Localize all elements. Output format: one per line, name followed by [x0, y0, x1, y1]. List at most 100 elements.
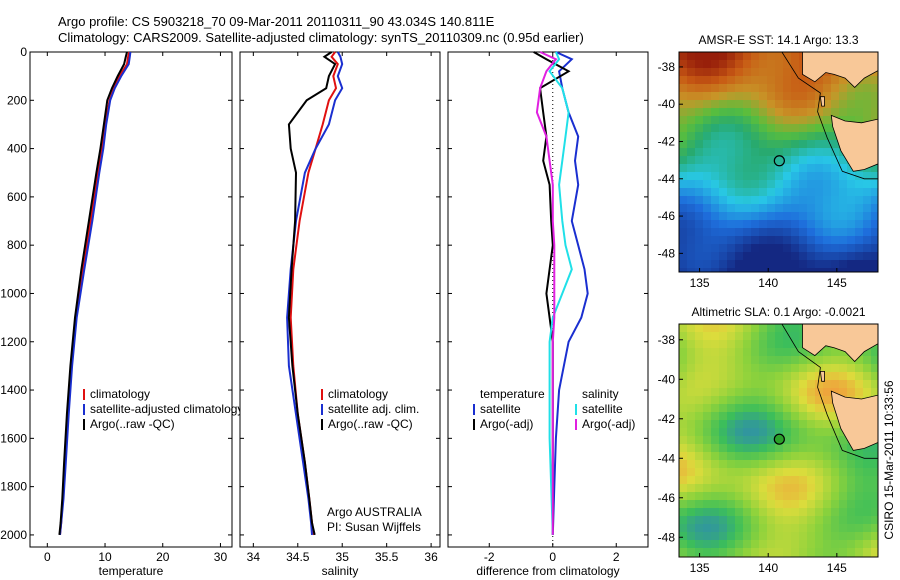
- map-cell: [839, 548, 847, 556]
- map-cell: [791, 428, 799, 436]
- map-cell: [695, 388, 703, 396]
- map-cell: [815, 156, 823, 164]
- map-cell: [855, 84, 863, 92]
- map-cell: [735, 108, 743, 116]
- map-cell: [703, 404, 711, 412]
- map-cell: [815, 268, 823, 272]
- map-cell: [679, 340, 687, 348]
- map-cell: [711, 428, 719, 436]
- map-cell: [839, 204, 847, 212]
- map-cell: [751, 388, 759, 396]
- map-cell: [751, 188, 759, 196]
- map-cell: [823, 388, 831, 396]
- map-cell: [839, 196, 847, 204]
- map-cell: [855, 260, 863, 268]
- map-cell: [759, 468, 767, 476]
- map-cell: [847, 444, 855, 452]
- map-cell: [767, 540, 775, 548]
- map-cell: [871, 524, 878, 532]
- map-cell: [743, 68, 751, 76]
- map-cell: [735, 548, 743, 556]
- map-cell: [711, 132, 719, 140]
- map-cell: [759, 372, 767, 380]
- map-cell: [719, 148, 727, 156]
- map-cell: [847, 516, 855, 524]
- map-cell: [727, 484, 735, 492]
- map-cell: [823, 460, 831, 468]
- map-cell: [823, 500, 831, 508]
- map-cell: [863, 476, 871, 484]
- map-cell: [823, 108, 831, 116]
- map-cell: [759, 444, 767, 452]
- map-cell: [743, 348, 751, 356]
- map-cell: [703, 212, 711, 220]
- map-cell: [815, 476, 823, 484]
- map-cell: [679, 380, 687, 388]
- map-cell: [751, 204, 759, 212]
- map-cell: [703, 196, 711, 204]
- map-cell: [791, 356, 799, 364]
- map-cell: [823, 420, 831, 428]
- map-cell: [775, 452, 783, 460]
- map-cell: [695, 92, 703, 100]
- map-cell: [847, 84, 855, 92]
- map-cell: [703, 340, 711, 348]
- map-cell: [831, 428, 839, 436]
- map-cell: [823, 492, 831, 500]
- map-cell: [695, 268, 703, 272]
- map-cell: [687, 156, 695, 164]
- map-cell: [839, 76, 847, 84]
- map-cell: [839, 460, 847, 468]
- map-cell: [719, 212, 727, 220]
- map-cell: [743, 268, 751, 272]
- map-cell: [855, 252, 863, 260]
- map-cell: [695, 68, 703, 76]
- map-cell: [767, 452, 775, 460]
- map-cell: [679, 508, 687, 516]
- land-polygon: [819, 370, 825, 382]
- map-cell: [863, 356, 871, 364]
- map-cell: [727, 76, 735, 84]
- map-cell: [871, 468, 878, 476]
- map-cell: [735, 156, 743, 164]
- map-cell: [687, 148, 695, 156]
- map-cell: [703, 156, 711, 164]
- map-cell: [847, 548, 855, 556]
- map-cell: [767, 180, 775, 188]
- map-cell: [679, 116, 687, 124]
- map-cell: [815, 180, 823, 188]
- map-cell: [719, 484, 727, 492]
- map-cell: [703, 132, 711, 140]
- map-cell: [703, 52, 711, 60]
- map-cell: [775, 524, 783, 532]
- map-cell: [839, 388, 847, 396]
- map-cell: [743, 372, 751, 380]
- map-cell: [871, 188, 878, 196]
- map-cell: [711, 156, 719, 164]
- map-cell: [751, 260, 759, 268]
- map-cell: [759, 508, 767, 516]
- map-cell: [687, 324, 695, 332]
- map-cell: [727, 220, 735, 228]
- map-cell: [783, 164, 791, 172]
- map-cell: [735, 460, 743, 468]
- y-tick-label: 600: [7, 190, 27, 204]
- map-cell: [695, 132, 703, 140]
- map-cell: [815, 460, 823, 468]
- map-cell: [783, 244, 791, 252]
- map-cell: [767, 420, 775, 428]
- map-cell: [847, 540, 855, 548]
- y-tick-label: 1000: [0, 286, 27, 300]
- map-cell: [735, 540, 743, 548]
- map-cell: [767, 476, 775, 484]
- map-cell: [687, 212, 695, 220]
- map-cell: [783, 116, 791, 124]
- map-cell: [791, 452, 799, 460]
- map-cell: [695, 404, 703, 412]
- x-tick-label: 135: [690, 561, 710, 575]
- map-cell: [791, 60, 799, 68]
- map-cell: [791, 108, 799, 116]
- map-cell: [815, 228, 823, 236]
- map-cell: [759, 180, 767, 188]
- map-cell: [711, 196, 719, 204]
